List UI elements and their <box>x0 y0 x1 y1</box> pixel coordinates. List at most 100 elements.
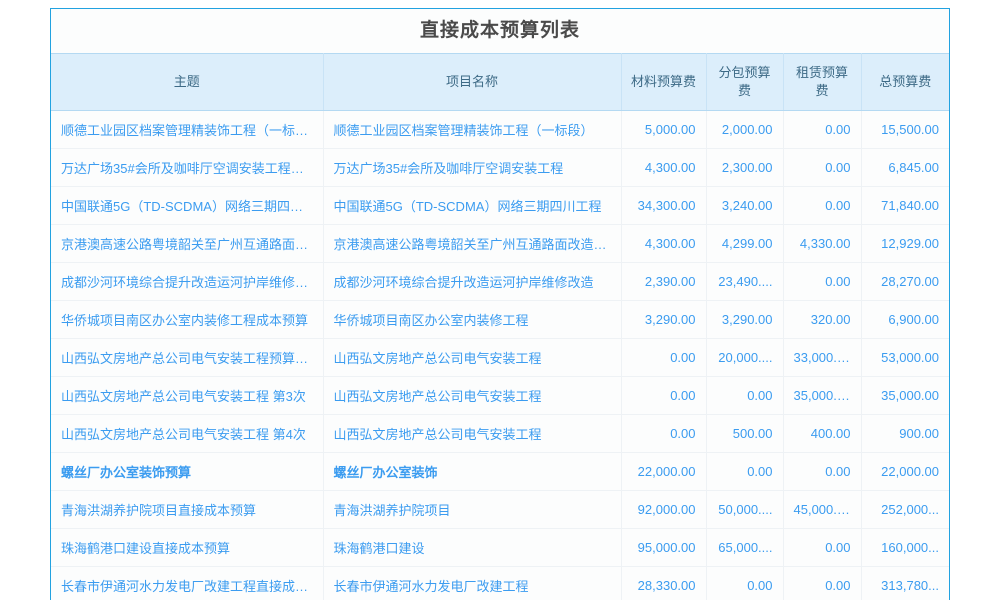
cell-material: 3,290.00 <box>621 300 707 339</box>
cell-total: 6,900.00 <box>861 300 949 339</box>
column-header-subcontract[interactable]: 分包预算费 <box>706 53 784 111</box>
cell-project[interactable]: 青海洪湖养护院项目 <box>323 490 622 529</box>
cell-project[interactable]: 长春市伊通河水力发电厂改建工程 <box>323 566 622 600</box>
cell-project[interactable]: 螺丝厂办公室装饰 <box>323 452 622 491</box>
cell-subcontract: 500.00 <box>706 414 784 453</box>
cell-project[interactable]: 山西弘文房地产总公司电气安装工程 <box>323 338 622 377</box>
table-row[interactable]: 中国联通5G（TD-SCDMA）网络三期四川… 中国联通5G（TD-SCDMA）网… <box>51 186 949 225</box>
table-row[interactable]: 万达广场35#会所及咖啡厅空调安装工程工… 万达广场35#会所及咖啡厅空调安装工程… <box>51 148 949 187</box>
cell-subcontract: 0.00 <box>706 376 784 415</box>
cell-material: 28,330.00 <box>621 566 707 600</box>
table-row[interactable]: 珠海鹤港口建设直接成本预算 珠海鹤港口建设 95,000.00 65,000.... 0… <box>51 528 949 567</box>
table-row[interactable]: 山西弘文房地产总公司电气安装工程 第3次 山西弘文房地产总公司电气安装工程 0.00… <box>51 376 949 415</box>
page-title: 直接成本预算列表 <box>51 9 949 53</box>
cell-subject[interactable]: 珠海鹤港口建设直接成本预算 <box>51 528 324 567</box>
cell-material: 0.00 <box>621 338 707 377</box>
table-header-row: 主题 项目名称 材料预算费 分包预算费 租赁预算费 总预算费 <box>51 53 949 111</box>
cell-material: 95,000.00 <box>621 528 707 567</box>
cell-lease: 33,000.00 <box>783 338 862 377</box>
cell-subject[interactable]: 山西弘文房地产总公司电气安装工程 第3次 <box>51 376 324 415</box>
cell-subcontract: 3,290.00 <box>706 300 784 339</box>
cell-subcontract: 50,000.... <box>706 490 784 529</box>
cell-subcontract: 65,000.... <box>706 528 784 567</box>
budget-report-panel: 直接成本预算列表 主题 项目名称 材料预算费 分包预算费 租赁预算费 总预算费 … <box>50 8 950 600</box>
table-row[interactable]: 山西弘文房地产总公司电气安装工程 第4次 山西弘文房地产总公司电气安装工程 0.00… <box>51 414 949 453</box>
cell-material: 0.00 <box>621 376 707 415</box>
table-row[interactable]: 京港澳高速公路粤境韶关至广州互通路面改… 京港澳高速公路粤境韶关至广州互通路面改造… <box>51 224 949 263</box>
table-row[interactable]: 顺德工业园区档案管理精装饰工程（一标段… 顺德工业园区档案管理精装饰工程（一标段）… <box>51 110 949 149</box>
cell-lease: 0.00 <box>783 148 862 187</box>
cell-total: 35,000.00 <box>861 376 949 415</box>
cell-total: 6,845.00 <box>861 148 949 187</box>
cell-project[interactable]: 山西弘文房地产总公司电气安装工程 <box>323 376 622 415</box>
cell-project[interactable]: 万达广场35#会所及咖啡厅空调安装工程 <box>323 148 622 187</box>
column-header-project[interactable]: 项目名称 <box>323 53 622 111</box>
cell-material: 5,000.00 <box>621 110 707 149</box>
cell-subject[interactable]: 山西弘文房地产总公司电气安装工程预算（… <box>51 338 324 377</box>
cell-subcontract: 4,299.00 <box>706 224 784 263</box>
cell-subject[interactable]: 顺德工业园区档案管理精装饰工程（一标段… <box>51 110 324 149</box>
cell-total: 252,000... <box>861 490 949 529</box>
table-row[interactable]: 华侨城项目南区办公室内装修工程成本预算 华侨城项目南区办公室内装修工程 3,290.… <box>51 300 949 339</box>
cell-subcontract: 0.00 <box>706 452 784 491</box>
cell-subcontract: 20,000.... <box>706 338 784 377</box>
table-body: 顺德工业园区档案管理精装饰工程（一标段… 顺德工业园区档案管理精装饰工程（一标段）… <box>51 110 949 600</box>
cell-material: 92,000.00 <box>621 490 707 529</box>
cell-project[interactable]: 顺德工业园区档案管理精装饰工程（一标段） <box>323 110 622 149</box>
column-header-total[interactable]: 总预算费 <box>861 53 949 111</box>
cell-material: 34,300.00 <box>621 186 707 225</box>
cell-subject[interactable]: 华侨城项目南区办公室内装修工程成本预算 <box>51 300 324 339</box>
cell-lease: 320.00 <box>783 300 862 339</box>
cell-project[interactable]: 成都沙河环境综合提升改造运河护岸维修改造 <box>323 262 622 301</box>
cell-subject[interactable]: 青海洪湖养护院项目直接成本预算 <box>51 490 324 529</box>
table-header: 主题 项目名称 材料预算费 分包预算费 租赁预算费 总预算费 <box>51 53 949 111</box>
cell-subcontract: 23,490.... <box>706 262 784 301</box>
cell-total: 53,000.00 <box>861 338 949 377</box>
cell-total: 71,840.00 <box>861 186 949 225</box>
cell-lease: 35,000.00 <box>783 376 862 415</box>
cell-material: 22,000.00 <box>621 452 707 491</box>
cell-total: 15,500.00 <box>861 110 949 149</box>
cell-subject[interactable]: 京港澳高速公路粤境韶关至广州互通路面改… <box>51 224 324 263</box>
cell-subject[interactable]: 螺丝厂办公室装饰预算 <box>51 452 324 491</box>
cell-subject[interactable]: 山西弘文房地产总公司电气安装工程 第4次 <box>51 414 324 453</box>
column-header-material[interactable]: 材料预算费 <box>621 53 707 111</box>
table-row[interactable]: 长春市伊通河水力发电厂改建工程直接成本… 长春市伊通河水力发电厂改建工程 28,33… <box>51 566 949 600</box>
cell-material: 4,300.00 <box>621 148 707 187</box>
table-row[interactable]: 成都沙河环境综合提升改造运河护岸维修改… 成都沙河环境综合提升改造运河护岸维修改造… <box>51 262 949 301</box>
column-header-subject[interactable]: 主题 <box>51 53 324 111</box>
cell-total: 900.00 <box>861 414 949 453</box>
table-row[interactable]: 螺丝厂办公室装饰预算 螺丝厂办公室装饰 22,000.00 0.00 0.00 22,00… <box>51 452 949 491</box>
cell-total: 313,780... <box>881 578 939 594</box>
cell-subcontract: 2,000.00 <box>706 110 784 149</box>
cell-lease: 45,000.00 <box>783 490 862 529</box>
cell-subcontract: 3,240.00 <box>706 186 784 225</box>
cell-material: 0.00 <box>621 414 707 453</box>
cell-total: 28,270.00 <box>861 262 949 301</box>
cell-project[interactable]: 京港澳高速公路粤境韶关至广州互通路面改造… <box>323 224 622 263</box>
cell-lease: 0.00 <box>783 452 862 491</box>
cell-subcontract: 0.00 <box>706 566 784 600</box>
cell-subject[interactable]: 长春市伊通河水力发电厂改建工程直接成本… <box>51 566 324 600</box>
cell-project[interactable]: 中国联通5G（TD-SCDMA）网络三期四川工程 <box>323 186 622 225</box>
cell-lease: 0.00 <box>783 528 862 567</box>
cell-subject[interactable]: 成都沙河环境综合提升改造运河护岸维修改… <box>51 262 324 301</box>
cell-lease: 400.00 <box>783 414 862 453</box>
cell-subject[interactable]: 中国联通5G（TD-SCDMA）网络三期四川… <box>51 186 324 225</box>
cell-total: 12,929.00 <box>861 224 949 263</box>
column-header-lease[interactable]: 租赁预算费 <box>783 53 862 111</box>
table-row[interactable]: 青海洪湖养护院项目直接成本预算 青海洪湖养护院项目 92,000.00 50,000.… <box>51 490 949 529</box>
cell-lease: 0.00 <box>783 186 862 225</box>
cell-material: 2,390.00 <box>621 262 707 301</box>
cell-total: 160,000... <box>861 528 949 567</box>
table-row[interactable]: 山西弘文房地产总公司电气安装工程预算（… 山西弘文房地产总公司电气安装工程 0.00… <box>51 338 949 377</box>
cell-material: 4,300.00 <box>621 224 707 263</box>
cell-subcontract: 2,300.00 <box>706 148 784 187</box>
cell-subject[interactable]: 万达广场35#会所及咖啡厅空调安装工程工… <box>51 148 324 187</box>
cell-project[interactable]: 珠海鹤港口建设 <box>323 528 622 567</box>
cell-lease: 0.00 <box>783 566 862 600</box>
cell-project[interactable]: 华侨城项目南区办公室内装修工程 <box>323 300 622 339</box>
cell-project[interactable]: 山西弘文房地产总公司电气安装工程 <box>323 414 622 453</box>
direct-cost-budget-table: 主题 项目名称 材料预算费 分包预算费 租赁预算费 总预算费 顺德工业园区档案管… <box>51 53 949 600</box>
